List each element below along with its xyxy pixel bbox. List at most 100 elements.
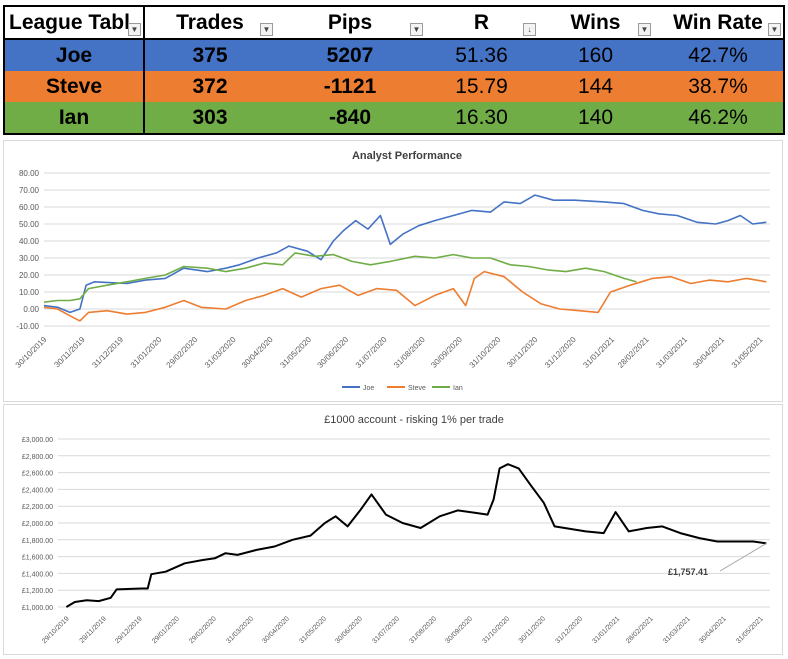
x-tick-label: 31/07/2020 <box>371 615 401 645</box>
x-tick-label: 31/01/2021 <box>581 335 616 370</box>
header-wins: Wins ▼ <box>538 5 653 40</box>
x-tick-label: 29/12/2019 <box>114 615 144 645</box>
x-tick-label: 31/03/2021 <box>662 615 692 645</box>
y-tick-label: £2,000.00 <box>22 521 53 528</box>
x-tick-label: 31/08/2020 <box>408 615 438 645</box>
x-tick-label: 29/10/2019 <box>41 615 71 645</box>
series-line-ian <box>43 252 637 303</box>
x-tick-label: 28/02/2021 <box>625 615 655 645</box>
table-row: Joe 375 5207 51.36 160 42.7% <box>3 39 785 71</box>
x-tick-label: 31/01/2021 <box>592 615 622 645</box>
x-tick-label: 29/01/2020 <box>151 615 181 645</box>
y-tick-label: £1,000.00 <box>22 605 53 612</box>
x-tick-label: 31/12/2020 <box>543 335 578 370</box>
league-table: League Tabl ▼ Trades ▼ Pips ▼ R ↓ Wins ▼ Win … <box>3 5 785 135</box>
trades-cell: 372 <box>192 74 228 98</box>
header-pips: Pips ▼ <box>275 5 425 40</box>
x-tick-label: 29/02/2020 <box>165 335 200 370</box>
x-tick-label: 31/10/2020 <box>468 335 503 370</box>
y-tick-label: -10.00 <box>16 322 39 331</box>
y-tick-label: £2,800.00 <box>22 454 53 461</box>
legend-label: Joe <box>363 385 374 392</box>
y-tick-label: £3,000.00 <box>22 437 53 444</box>
annotation-leader-line <box>719 542 767 572</box>
table-row: Ian 303 -840 16.30 140 46.2% <box>3 102 785 135</box>
y-tick-label: 70.00 <box>19 186 40 195</box>
x-tick-label: 30/06/2020 <box>316 335 351 370</box>
series-line-balance <box>65 463 767 608</box>
wins-cell: 160 <box>577 43 614 67</box>
y-tick-label: 10.00 <box>19 288 40 297</box>
y-tick-label: £1,200.00 <box>22 588 53 595</box>
y-tick-label: £2,200.00 <box>22 504 53 511</box>
filter-dropdown-icon[interactable]: ▼ <box>260 23 273 36</box>
account-balance-svg: £1000 account - risking 1% per trade £1,0… <box>22 414 770 645</box>
trades-cell: 303 <box>144 102 275 135</box>
x-tick-label: 31/07/2020 <box>354 335 389 370</box>
x-tick-label: 30/11/2019 <box>52 335 87 370</box>
x-tick-label: 30/11/2020 <box>505 335 540 370</box>
x-tick-label: 31/05/2020 <box>278 335 313 370</box>
filter-dropdown-icon[interactable]: ▼ <box>128 23 141 36</box>
y-tick-label: £1,600.00 <box>22 555 53 562</box>
r-cell: 16.30 <box>425 102 538 135</box>
account-balance-chart[interactable]: £1000 account - risking 1% per trade £1,0… <box>3 404 783 655</box>
analyst-performance-chart[interactable]: Analyst Performance -10.00 0.00 10.00 20.00 3… <box>3 140 783 402</box>
y-tick-label: £1,800.00 <box>22 538 53 545</box>
y-tick-label: £1,400.00 <box>22 571 53 578</box>
r-cell: 15.79 <box>455 74 508 98</box>
x-tick-label: 31/03/2020 <box>203 335 238 370</box>
y-tick-label: 20.00 <box>19 271 40 280</box>
win-rate-cell: 38.7% <box>653 71 785 102</box>
analyst-performance-svg: Analyst Performance -10.00 0.00 10.00 20.00 3… <box>14 150 770 392</box>
filter-dropdown-icon[interactable]: ▼ <box>768 23 781 36</box>
x-tick-label: 29/02/2020 <box>188 615 218 645</box>
legend-label: Steve <box>408 385 426 392</box>
chart-title: £1000 account - risking 1% per trade <box>324 414 504 426</box>
x-tick-label: 31/03/2021 <box>654 335 689 370</box>
x-tick-label: 31/10/2020 <box>481 615 511 645</box>
y-tick-label: £2,600.00 <box>22 471 53 478</box>
series-line-steve <box>43 270 767 322</box>
chart-title: Analyst Performance <box>352 150 462 162</box>
x-tick-label: 30/09/2020 <box>444 615 474 645</box>
x-tick-label: 31/12/2020 <box>554 615 584 645</box>
x-tick-label: 31/05/2021 <box>730 335 765 370</box>
x-tick-label: 31/05/2021 <box>735 615 765 645</box>
x-tick-label: 29/11/2019 <box>79 615 108 644</box>
analyst-name: Steve <box>3 71 145 102</box>
trades-cell: 375 <box>192 43 228 67</box>
y-tick-label: 60.00 <box>19 203 40 212</box>
header-r: R ↓ <box>425 5 538 40</box>
league-header-row: League Tabl ▼ Trades ▼ Pips ▼ R ↓ Wins ▼ Win … <box>3 5 785 40</box>
header-trades: Trades ▼ <box>144 5 275 40</box>
x-tick-label: 30/04/2020 <box>261 615 291 645</box>
x-tick-label: 31/08/2020 <box>392 335 427 370</box>
header-win-rate: Win Rate ▼ <box>653 5 785 40</box>
x-tick-label: 30/04/2020 <box>240 335 275 370</box>
x-tick-label: 31/03/2020 <box>225 615 255 645</box>
y-tick-label: £2,400.00 <box>22 487 53 494</box>
analyst-name: Ian <box>3 102 145 135</box>
sort-descending-icon[interactable]: ↓ <box>523 23 536 36</box>
r-cell: 51.36 <box>455 43 508 67</box>
y-tick-label: 0.00 <box>23 305 39 314</box>
series-line-joe <box>43 194 767 314</box>
x-tick-label: 30/11/2020 <box>518 615 547 644</box>
x-tick-label: 30/04/2021 <box>691 335 726 370</box>
pips-cell: -1121 <box>323 74 377 98</box>
header-league: League Tabl ▼ <box>3 5 145 40</box>
y-tick-label: 40.00 <box>19 237 40 246</box>
x-tick-label: 30/10/2019 <box>14 335 49 370</box>
annotation-label: £1,757.41 <box>668 567 708 577</box>
table-row: Steve 372 -1121 15.79 144 38.7% <box>3 71 785 102</box>
y-tick-label: 30.00 <box>19 254 40 263</box>
filter-dropdown-icon[interactable]: ▼ <box>638 23 651 36</box>
x-tick-label: 30/04/2021 <box>698 615 728 645</box>
filter-dropdown-icon[interactable]: ▼ <box>410 23 423 36</box>
y-tick-label: 50.00 <box>19 220 40 229</box>
pips-cell: 5207 <box>326 43 374 67</box>
win-rate-cell: 42.7% <box>653 39 785 71</box>
analyst-name: Joe <box>3 39 145 71</box>
legend-label: Ian <box>453 385 463 392</box>
